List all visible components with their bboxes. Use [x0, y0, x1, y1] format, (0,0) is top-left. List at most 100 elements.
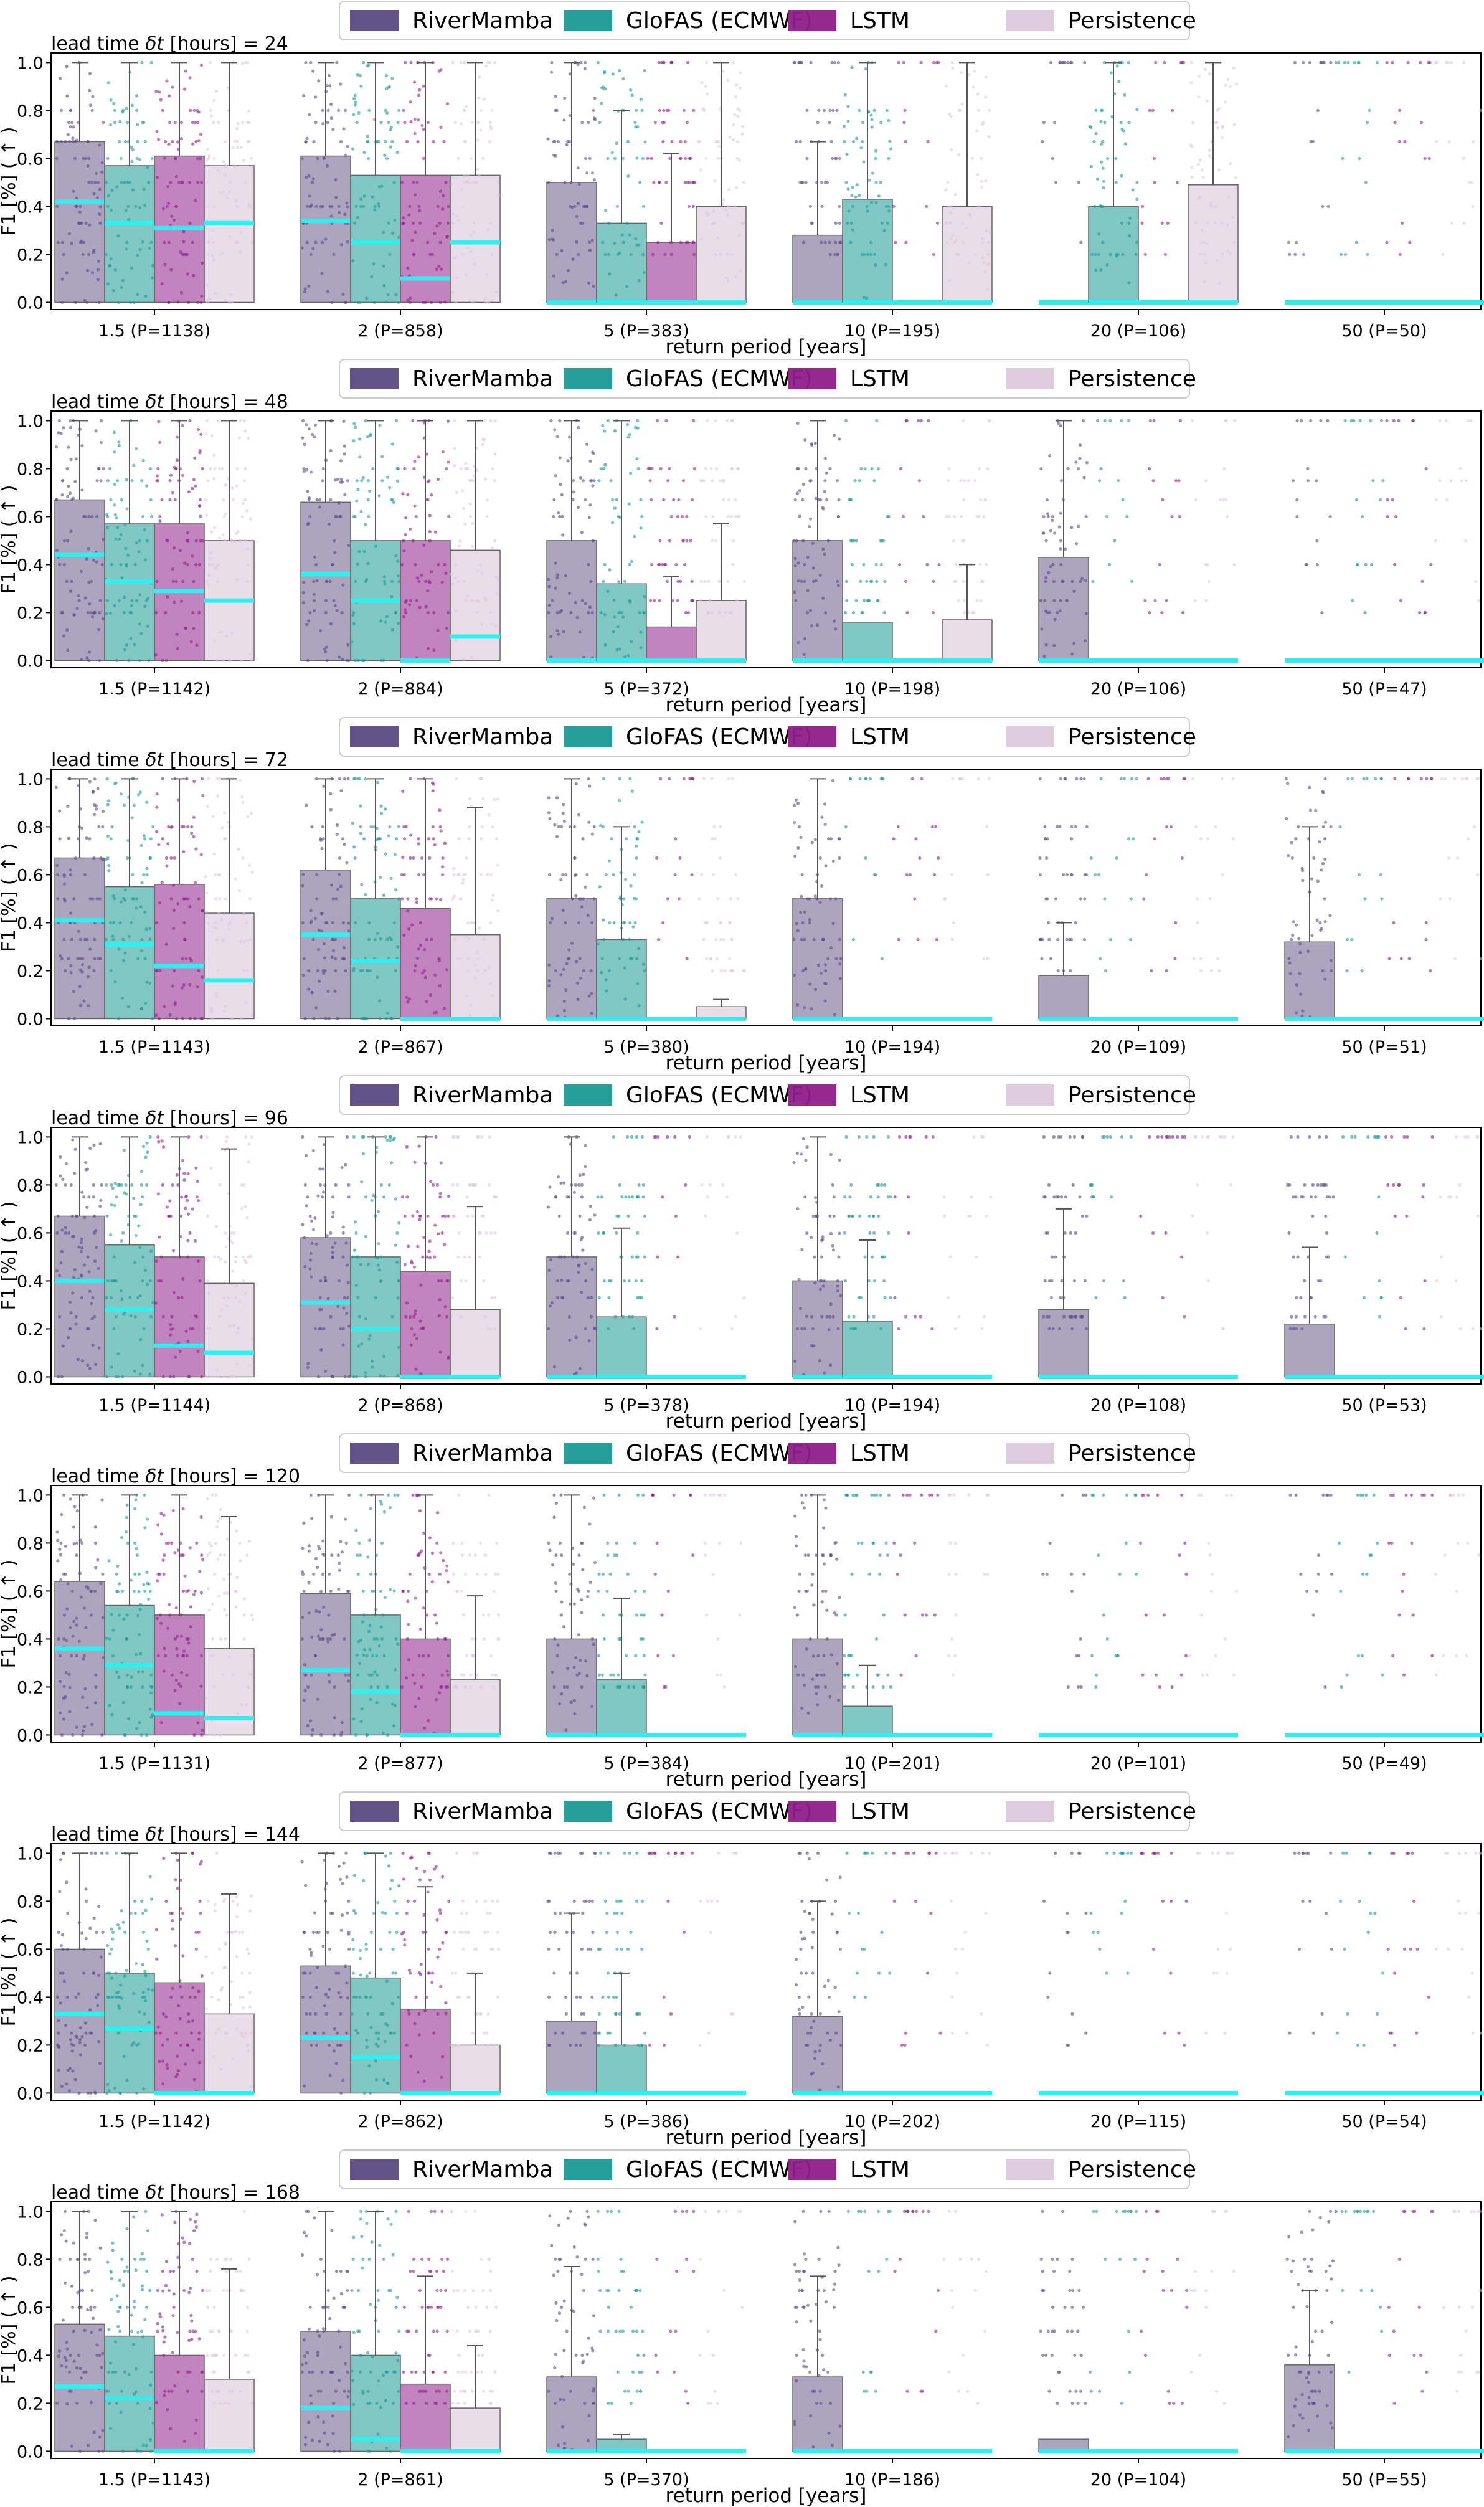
- data-point: [149, 837, 153, 841]
- data-point: [621, 615, 625, 619]
- data-point: [872, 479, 876, 483]
- data-point: [233, 539, 237, 543]
- data-point: [244, 1261, 248, 1264]
- data-point: [1165, 969, 1168, 973]
- data-point: [1323, 820, 1328, 824]
- data-point: [384, 73, 389, 78]
- data-point: [314, 95, 318, 99]
- data-point: [150, 156, 154, 161]
- data-point: [1047, 937, 1051, 941]
- data-point: [75, 196, 78, 201]
- bar: [300, 155, 351, 303]
- data-point: [88, 780, 92, 784]
- data-point: [97, 628, 101, 632]
- data-point: [638, 181, 642, 184]
- data-point: [493, 1013, 496, 1017]
- data-point: [301, 436, 305, 440]
- data-point: [242, 940, 246, 944]
- data-point: [86, 1003, 90, 1008]
- data-point: [117, 440, 121, 444]
- data-point: [121, 937, 125, 941]
- data-point: [828, 121, 831, 125]
- data-point: [390, 77, 394, 80]
- data-point: [913, 897, 917, 901]
- data-point: [360, 1017, 364, 1021]
- data-point: [321, 479, 324, 483]
- data-point: [480, 825, 484, 829]
- data-point: [835, 108, 839, 113]
- data-point: [334, 957, 338, 960]
- data-point: [139, 479, 144, 483]
- data-point: [486, 1327, 490, 1331]
- data-point: [339, 477, 343, 481]
- data-point: [116, 1352, 120, 1356]
- data-point: [1285, 817, 1288, 820]
- data-point: [908, 873, 912, 877]
- data-point: [83, 1161, 88, 1165]
- data-point: [496, 180, 499, 184]
- data-point: [1323, 977, 1327, 981]
- data-point: [403, 608, 407, 612]
- data-point: [666, 1135, 669, 1139]
- data-point: [194, 539, 198, 543]
- data-point: [306, 658, 310, 663]
- data-point: [210, 1017, 214, 1021]
- data-point: [310, 1241, 314, 1245]
- data-point: [413, 969, 417, 973]
- data-point: [838, 962, 842, 966]
- data-point: [325, 164, 329, 168]
- bar: [104, 886, 155, 1020]
- data-point: [1059, 479, 1064, 483]
- data-point: [618, 647, 621, 651]
- data-point: [133, 1261, 137, 1264]
- axes-frame: [50, 410, 1482, 668]
- data-point: [562, 1181, 566, 1185]
- data-point: [67, 232, 71, 235]
- data-point: [1479, 957, 1483, 960]
- data-point: [193, 1017, 197, 1021]
- data-point: [225, 1135, 229, 1139]
- data-point: [404, 1315, 408, 1319]
- data-point: [97, 467, 101, 471]
- data-point: [354, 1231, 358, 1235]
- data-point: [558, 419, 562, 423]
- data-point: [1078, 457, 1082, 460]
- data-point: [1298, 992, 1303, 996]
- data-point: [310, 1219, 314, 1223]
- data-point: [1100, 142, 1104, 146]
- data-point: [106, 803, 110, 807]
- data-point: [557, 1214, 561, 1218]
- data-point: [151, 263, 155, 268]
- data-point: [95, 897, 99, 901]
- data-point: [955, 252, 958, 257]
- data-point: [167, 202, 171, 206]
- data-point: [580, 599, 584, 602]
- data-point: [1065, 937, 1069, 941]
- data-point: [561, 533, 565, 537]
- data-point: [154, 90, 158, 93]
- data-point: [184, 1206, 187, 1210]
- data-point: [600, 970, 603, 974]
- data-point: [713, 837, 717, 841]
- data-point: [366, 140, 370, 144]
- data-point: [826, 539, 831, 543]
- data-point: [563, 96, 567, 100]
- data-point: [622, 897, 626, 901]
- data-point: [1114, 156, 1118, 161]
- data-point: [396, 945, 400, 949]
- data-point: [1464, 479, 1468, 483]
- data-point: [230, 1241, 235, 1245]
- data-point: [843, 93, 847, 97]
- data-point: [629, 88, 633, 92]
- data-point: [372, 825, 376, 829]
- data-point: [568, 825, 572, 829]
- data-point: [72, 1276, 76, 1280]
- data-point: [374, 544, 378, 548]
- data-point: [404, 610, 408, 615]
- data-point: [248, 517, 252, 521]
- data-point: [1048, 453, 1052, 458]
- data-point: [669, 252, 673, 257]
- data-point: [1221, 873, 1224, 877]
- data-point: [567, 268, 570, 272]
- data-point: [357, 1315, 362, 1319]
